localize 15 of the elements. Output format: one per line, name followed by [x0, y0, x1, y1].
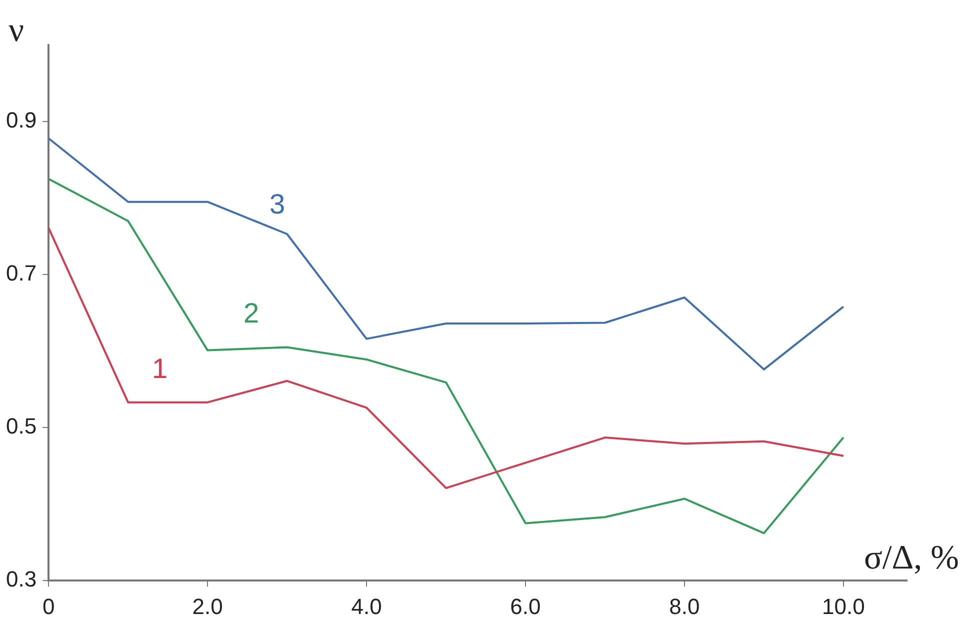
y-axis-title: ν — [8, 12, 24, 49]
x-tick-label: 10.0 — [822, 594, 865, 619]
y-tick-label: 0.5 — [6, 414, 37, 439]
x-tick-label: 0 — [42, 594, 55, 619]
y-tick-label: 0.3 — [6, 566, 37, 592]
x-tick-label: 8.0 — [669, 594, 700, 619]
y-tick-label: 0.7 — [6, 260, 37, 286]
x-axis-title: σ/Δ, % — [864, 540, 959, 577]
x-tick-label: 4.0 — [351, 594, 382, 619]
y-tick-label: 0.9 — [6, 108, 37, 133]
x-tick-label: 6.0 — [510, 594, 541, 619]
series-label: 3 — [270, 188, 286, 220]
series-label: 2 — [244, 297, 260, 328]
series-label: 1 — [152, 353, 168, 384]
x-tick-label: 2.0 — [192, 594, 223, 619]
